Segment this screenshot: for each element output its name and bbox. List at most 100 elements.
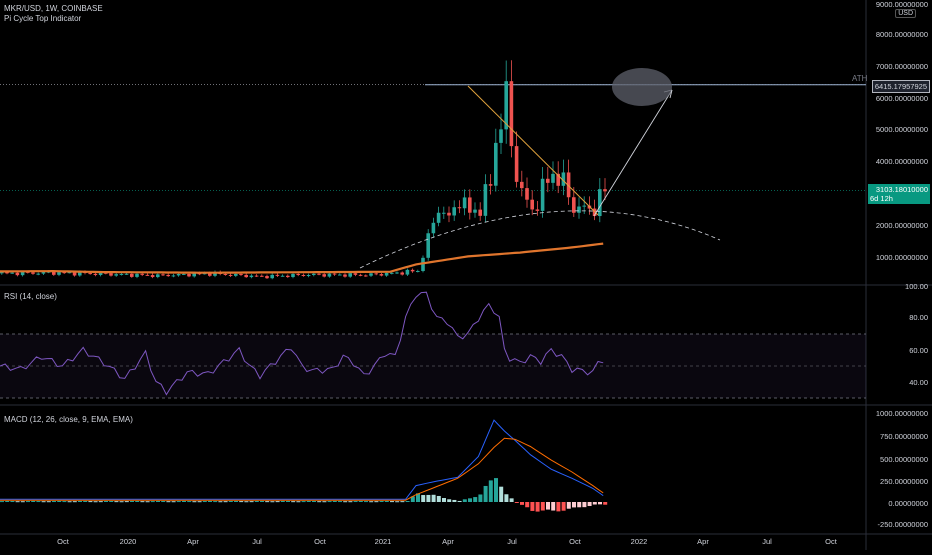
macd-histogram-bar	[348, 501, 353, 503]
macd-histogram-bar	[213, 501, 218, 503]
time-label-3: Jul	[252, 537, 262, 546]
macd-histogram-bar	[457, 500, 462, 502]
macd-histogram-bar	[566, 502, 571, 509]
macd-histogram-bar	[478, 494, 483, 502]
macd-histogram-bar	[442, 498, 446, 502]
price-label-6: 2000.00000000	[875, 221, 928, 230]
candle-body	[228, 274, 233, 276]
candle-body	[468, 197, 472, 213]
macd-histogram-bar	[52, 501, 56, 503]
candle-body	[499, 129, 503, 143]
candle-body	[551, 173, 555, 183]
macd-histogram-bar	[390, 501, 394, 503]
macd-histogram-bar	[31, 500, 36, 502]
macd-histogram-bar	[182, 500, 186, 502]
macd-histogram-bar	[119, 501, 124, 503]
candle-body	[462, 197, 467, 209]
macd-histogram-bar	[540, 502, 545, 511]
candle-body	[296, 273, 300, 275]
macd-histogram-bar	[592, 502, 597, 505]
candle-body	[223, 274, 228, 276]
macd-histogram-bar	[410, 496, 415, 502]
macd-histogram-bar	[62, 501, 67, 503]
candle-body	[239, 273, 243, 275]
macd-label-250: 250.00000000	[880, 477, 928, 486]
candle-body	[254, 275, 259, 277]
candle-body	[286, 275, 290, 278]
macd-histogram-bar	[150, 501, 155, 503]
candle-body	[20, 271, 25, 276]
macd-histogram-bar	[0, 501, 4, 503]
macd-histogram-bar	[98, 501, 103, 503]
macd-histogram-bar	[520, 502, 524, 505]
macd-histogram-bar	[525, 502, 530, 508]
candle-body	[130, 273, 134, 277]
macd-histogram-bar	[504, 494, 509, 502]
candle-body	[317, 273, 321, 275]
macd-histogram-bar	[140, 501, 145, 503]
candle-body	[540, 178, 545, 211]
candle-body	[447, 212, 451, 216]
macd-histogram-bar	[447, 499, 452, 502]
candle-body	[416, 270, 420, 272]
candle-body	[249, 275, 254, 278]
time-label-1: 2020	[119, 537, 137, 546]
candle-body	[431, 222, 436, 234]
candle-body	[436, 212, 441, 223]
macd-histogram-bar	[514, 502, 519, 503]
candle-body	[119, 273, 124, 275]
candle-body	[400, 272, 404, 275]
macd-line	[0, 419, 604, 500]
macd-histogram-bar	[145, 501, 150, 503]
macd-histogram-bar	[57, 500, 62, 502]
candle-body	[109, 273, 113, 276]
macd-histogram-bar	[286, 500, 290, 502]
macd-histogram-bar	[603, 502, 608, 505]
macd-histogram-bar	[296, 501, 301, 503]
candle-body	[603, 189, 607, 192]
macd-histogram-bar	[275, 501, 280, 503]
candle-body	[72, 272, 77, 276]
macd-histogram-bar	[369, 501, 374, 503]
macd-histogram-bar	[535, 502, 540, 512]
macd-histogram-bar	[488, 480, 493, 502]
macd-histogram-bar	[384, 500, 389, 502]
rsi-label-40: 40.00	[909, 378, 928, 387]
currency-badge[interactable]: USD	[895, 9, 916, 18]
candle-body	[260, 275, 264, 277]
candle-body	[41, 272, 46, 274]
macd-histogram-bar	[322, 501, 327, 503]
symbol-title: MKR/USD, 1W, COINBASE	[4, 4, 103, 13]
macd-histogram-bar	[234, 500, 238, 502]
macd-histogram-bar	[192, 501, 197, 503]
macd-histogram-bar	[5, 500, 10, 502]
candle-body	[62, 272, 66, 274]
price-label-7: 1000.00000000	[875, 253, 928, 262]
candle-body	[348, 273, 352, 277]
macd-histogram-bar	[483, 485, 488, 502]
macd-histogram-bar	[312, 501, 316, 503]
price-label-4: 5000.00000000	[875, 125, 928, 134]
pi-cycle-ma-line	[0, 242, 604, 274]
macd-histogram-bar	[546, 502, 550, 510]
candle-body	[140, 273, 144, 275]
price-label-2: 7000.00000000	[875, 62, 928, 71]
candle-body	[192, 273, 196, 277]
macd-histogram-bar	[171, 501, 176, 503]
macd-histogram-bar	[166, 501, 171, 503]
projection-arrow-line	[593, 89, 673, 217]
macd-label-neg250: -250.00000000	[877, 520, 928, 529]
time-label-2: Apr	[187, 537, 199, 546]
price-label-0: 9000.00000000	[875, 0, 928, 9]
time-label-7: Jul	[507, 537, 517, 546]
macd-histogram-bar	[218, 501, 223, 503]
macd-histogram-bar	[577, 502, 582, 508]
macd-histogram-bar	[572, 502, 576, 508]
macd-histogram-bar	[364, 501, 368, 503]
macd-histogram-bar	[15, 501, 20, 503]
macd-histogram-bar	[556, 502, 561, 512]
macd-histogram-bar	[239, 501, 244, 503]
macd-histogram-bar	[260, 500, 264, 502]
